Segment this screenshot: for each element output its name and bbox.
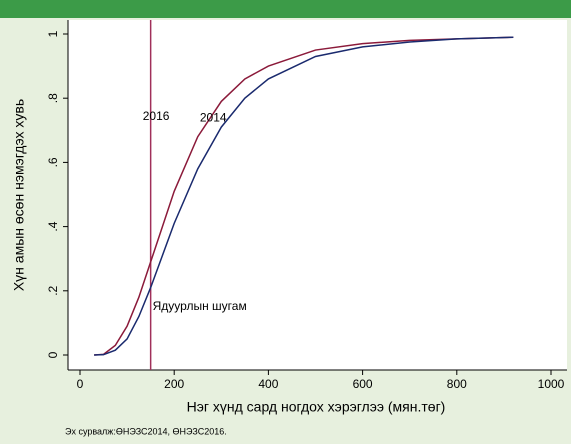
x-axis-label: Нэг хүнд сард ногдох хэрэглээ (мян.төг) (187, 399, 446, 415)
series-line (94, 36, 514, 356)
y-tick-label: .4 (46, 221, 60, 231)
x-tick-label: 400 (258, 377, 278, 391)
y-axis-label: Хүн амын өсөн нэмэгдэх хувь (11, 99, 27, 291)
x-tick-label: 1000 (538, 377, 565, 391)
header-bar (0, 0, 571, 18)
poverty-line-label: Ядуурлын шугам (153, 299, 247, 313)
x-tick-label: 200 (164, 377, 184, 391)
x-tick-label: 800 (447, 377, 467, 391)
series-line (94, 36, 514, 356)
y-tick-label: .6 (46, 157, 60, 167)
series-label: 2016 (143, 109, 170, 123)
y-tick-label: .2 (46, 285, 60, 295)
x-tick-label: 600 (353, 377, 373, 391)
x-tick-label: 0 (77, 377, 84, 391)
series-label: 2014 (200, 110, 227, 124)
plot-area (68, 20, 567, 370)
y-tick-label: .8 (46, 93, 60, 103)
y-tick-label: 1 (46, 30, 60, 37)
source-note: Эх сурвалж:ӨНЭЗС2014, ӨНЭЗС2016. (65, 426, 227, 436)
y-tick-label: 0 (46, 351, 60, 358)
